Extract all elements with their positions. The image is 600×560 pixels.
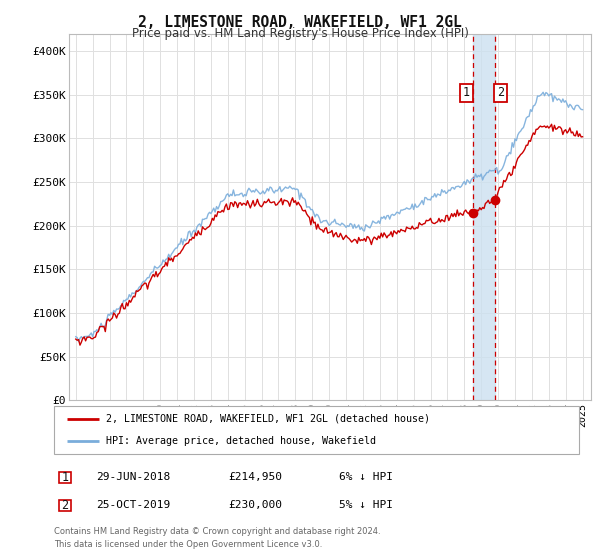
Text: 2, LIMESTONE ROAD, WAKEFIELD, WF1 2GL: 2, LIMESTONE ROAD, WAKEFIELD, WF1 2GL xyxy=(138,15,462,30)
FancyBboxPatch shape xyxy=(59,472,71,483)
Text: 1: 1 xyxy=(61,470,68,484)
Text: 1: 1 xyxy=(463,86,470,100)
Text: £230,000: £230,000 xyxy=(228,500,282,510)
Text: £214,950: £214,950 xyxy=(228,472,282,482)
Text: 2, LIMESTONE ROAD, WAKEFIELD, WF1 2GL (detached house): 2, LIMESTONE ROAD, WAKEFIELD, WF1 2GL (d… xyxy=(107,414,431,424)
Text: 25-OCT-2019: 25-OCT-2019 xyxy=(96,500,170,510)
Text: Price paid vs. HM Land Registry's House Price Index (HPI): Price paid vs. HM Land Registry's House … xyxy=(131,27,469,40)
Bar xyxy=(473,34,495,400)
FancyBboxPatch shape xyxy=(59,500,71,511)
Text: 5% ↓ HPI: 5% ↓ HPI xyxy=(339,500,393,510)
Text: 2: 2 xyxy=(497,86,505,100)
Text: 2: 2 xyxy=(61,498,68,512)
Text: 29-JUN-2018: 29-JUN-2018 xyxy=(96,472,170,482)
Text: 6% ↓ HPI: 6% ↓ HPI xyxy=(339,472,393,482)
Text: Contains HM Land Registry data © Crown copyright and database right 2024.: Contains HM Land Registry data © Crown c… xyxy=(54,528,380,536)
Text: HPI: Average price, detached house, Wakefield: HPI: Average price, detached house, Wake… xyxy=(107,436,377,446)
Text: This data is licensed under the Open Government Licence v3.0.: This data is licensed under the Open Gov… xyxy=(54,540,322,549)
